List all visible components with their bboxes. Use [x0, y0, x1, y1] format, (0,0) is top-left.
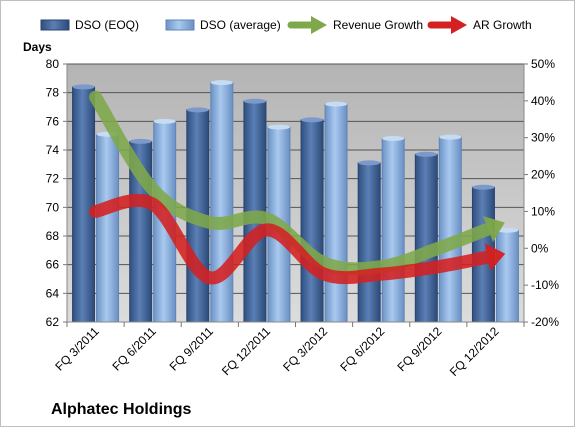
legend-label: AR Growth [473, 18, 532, 32]
legend-item: Revenue Growth [287, 16, 423, 34]
bar-cap [72, 84, 95, 90]
y-tick-label: 78 [46, 86, 60, 100]
bar-dso-average [381, 138, 405, 323]
bar-dso-eoq [72, 86, 96, 323]
bar-cap [301, 117, 324, 123]
bar-cap [358, 160, 381, 166]
legend-item: DSO (EOQ) [40, 18, 139, 32]
bar-cap [382, 136, 405, 142]
y2-tick-label: -10% [531, 278, 559, 292]
x-tick-label: FQ 6/2011 [109, 324, 159, 374]
y2-tick-label: 30% [531, 131, 555, 145]
y-tick-label: 74 [46, 143, 60, 157]
y2-tick-label: 10% [531, 204, 555, 218]
bar-dso-eoq [357, 162, 381, 323]
x-tick-label: FQ 3/2011 [52, 324, 102, 374]
legend-item: AR Growth [427, 16, 532, 34]
bar-dso-average [495, 229, 519, 323]
y-tick-label: 70 [46, 200, 60, 214]
bar-cap [325, 101, 348, 107]
bar-cap [210, 80, 233, 86]
x-tick-label: FQ 3/2012 [280, 324, 330, 374]
x-tick-label: FQ 9/2011 [167, 324, 217, 374]
y-tick-label: 76 [46, 114, 60, 128]
legend-swatch [165, 19, 195, 31]
bar-cap [186, 107, 209, 113]
legend-item: DSO (average) [165, 18, 281, 32]
bar-dso-eoq [300, 119, 324, 323]
x-tick-label: FQ 9/2012 [394, 324, 444, 374]
y-tick-label: 80 [46, 57, 60, 71]
y2-tick-label: 50% [531, 57, 555, 71]
bar-cap [267, 124, 290, 130]
y-tick-label: 68 [46, 229, 60, 243]
company-name: Alphatec Holdings [51, 401, 192, 418]
y-tick-label: 72 [46, 172, 60, 186]
y2-tick-label: -20% [531, 315, 559, 329]
x-tick-label: FQ 12/2011 [219, 324, 273, 378]
bar-cap [439, 134, 462, 140]
bar-dso-average [210, 82, 234, 323]
y-tick-label: 64 [46, 286, 60, 300]
x-tick-label: FQ 6/2012 [337, 324, 387, 374]
bar-cap [243, 98, 266, 104]
bar-cap [472, 184, 495, 190]
legend-label: DSO (average) [200, 18, 281, 32]
y2-tick-label: 0% [531, 241, 549, 255]
legend-arrowhead [311, 16, 327, 34]
ar-growth-line [89, 193, 493, 285]
bar-cap [415, 151, 438, 157]
x-tick-label: FQ 12/2012 [447, 324, 502, 379]
revenue-growth-line [89, 90, 493, 276]
y2-tick-label: 20% [531, 168, 555, 182]
bar-dso-eoq [414, 153, 438, 323]
legend-label: Revenue Growth [333, 18, 423, 32]
lines [89, 90, 506, 285]
bar-cap [129, 138, 152, 144]
y-tick-label: 62 [46, 315, 60, 329]
bar-cap [496, 227, 519, 233]
legend-swatch [40, 19, 70, 31]
y-axis-label: Days [23, 40, 52, 54]
bar-dso-average [438, 136, 462, 323]
bar-dso-average [96, 133, 120, 323]
legend-arrowhead [451, 16, 467, 34]
y-tick-label: 66 [46, 258, 60, 272]
legend-label: DSO (EOQ) [75, 18, 139, 32]
bar-cap [153, 118, 176, 124]
revenue-growth-arrowhead [482, 216, 505, 243]
y2-tick-label: 40% [531, 94, 555, 108]
ar-growth-arrowhead [484, 243, 506, 271]
bar-dso-average [324, 103, 348, 323]
legend: DSO (EOQ) DSO (average) Revenue Growth AR G… [40, 16, 532, 34]
